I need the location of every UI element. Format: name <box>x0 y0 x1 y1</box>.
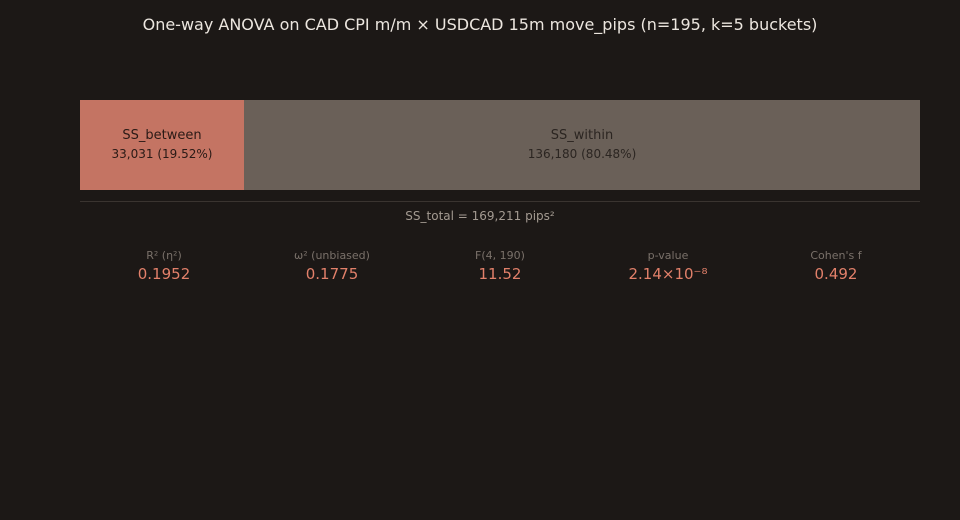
stat-value: 2.14×10⁻⁸ <box>628 265 708 283</box>
ss-between-label: SS_between <box>122 128 202 143</box>
stat-value: 11.52 <box>478 265 522 283</box>
stat-f-statistic: F(4, 190) 11.52 <box>416 249 584 285</box>
chart-title: One-way ANOVA on CAD CPI m/m × USDCAD 15… <box>142 15 818 34</box>
ss-within-label: SS_within <box>550 128 614 143</box>
ss-total-label: SS_total = 169,211 pips² <box>405 209 555 223</box>
stat-label: R² (η²) <box>146 249 182 262</box>
stat-label: p-value <box>647 249 689 262</box>
divider <box>80 201 920 202</box>
ss-between-value: 33,031 (19.52%) <box>111 147 213 161</box>
stat-label: Cohen's f <box>810 249 862 262</box>
stat-p-value: p-value 2.14×10⁻⁸ <box>584 249 752 285</box>
stacked-bar: SS_between 33,031 (19.52%) SS_within 136… <box>80 100 920 190</box>
stat-value: 0.492 <box>814 265 858 283</box>
ss-between-segment: SS_between 33,031 (19.52%) <box>80 100 244 190</box>
stat-value: 0.1952 <box>137 265 191 283</box>
stat-r-squared: R² (η²) 0.1952 <box>80 249 248 285</box>
ss-within-segment: SS_within 136,180 (80.48%) <box>243 100 920 190</box>
stat-value: 0.1775 <box>305 265 359 283</box>
ss-within-value: 136,180 (80.48%) <box>527 147 637 161</box>
stat-omega-squared: ω² (unbiased) 0.1775 <box>248 249 416 285</box>
stat-label: F(4, 190) <box>475 249 525 262</box>
stat-cohens-f: Cohen's f 0.492 <box>752 249 920 285</box>
stat-label: ω² (unbiased) <box>294 249 370 262</box>
stats-row: R² (η²) 0.1952 ω² (unbiased) 0.1775 F(4,… <box>80 249 920 285</box>
